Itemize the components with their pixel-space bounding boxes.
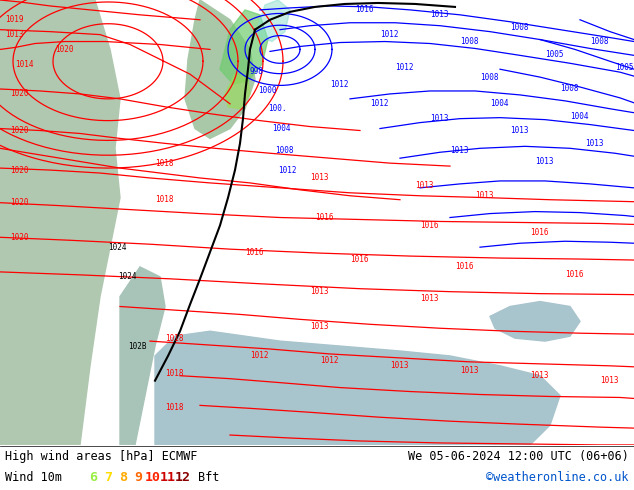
Text: 10: 10 — [145, 471, 161, 484]
Text: 1018: 1018 — [165, 369, 183, 378]
Polygon shape — [255, 0, 290, 42]
Text: 1012: 1012 — [370, 99, 389, 108]
Text: 1013: 1013 — [460, 366, 479, 375]
Text: 9: 9 — [134, 471, 142, 484]
Polygon shape — [120, 267, 165, 445]
Text: 1005: 1005 — [545, 50, 564, 59]
Text: 1020: 1020 — [10, 198, 29, 207]
Text: Bft: Bft — [198, 471, 219, 484]
Text: 1020: 1020 — [10, 166, 29, 174]
Text: 1014: 1014 — [15, 60, 34, 69]
Text: 1000: 1000 — [258, 86, 276, 96]
Text: 1008: 1008 — [275, 146, 294, 155]
Text: 1019: 1019 — [5, 15, 23, 24]
Text: 1008: 1008 — [460, 37, 479, 46]
Text: 7: 7 — [104, 471, 112, 484]
Text: ©weatheronline.co.uk: ©weatheronline.co.uk — [486, 471, 629, 484]
Text: 1013: 1013 — [475, 191, 493, 200]
Text: 1012: 1012 — [320, 356, 339, 366]
Text: 1024: 1024 — [118, 272, 136, 281]
Text: 11: 11 — [160, 471, 176, 484]
Text: 1012: 1012 — [380, 30, 399, 39]
Text: Wind 10m: Wind 10m — [5, 471, 62, 484]
Text: 1020: 1020 — [55, 45, 74, 54]
Polygon shape — [225, 74, 250, 109]
Text: 8: 8 — [119, 471, 127, 484]
Text: 1018: 1018 — [155, 159, 174, 168]
Text: 1013: 1013 — [415, 181, 434, 191]
Text: High wind areas [hPa] ECMWF: High wind areas [hPa] ECMWF — [5, 450, 197, 463]
Text: 12: 12 — [175, 471, 191, 484]
Text: 1013: 1013 — [310, 173, 328, 182]
Text: 6: 6 — [89, 471, 97, 484]
Text: 1013: 1013 — [585, 139, 604, 148]
Text: 1005: 1005 — [615, 63, 633, 72]
Text: 1016: 1016 — [350, 254, 368, 264]
Text: 1016: 1016 — [245, 247, 264, 257]
Text: 1018: 1018 — [165, 334, 183, 343]
Text: 1013: 1013 — [450, 146, 469, 155]
Text: 1013: 1013 — [310, 322, 328, 331]
Text: 1012: 1012 — [330, 79, 349, 89]
Text: 102B: 102B — [128, 342, 146, 350]
Text: We 05-06-2024 12:00 UTC (06+06): We 05-06-2024 12:00 UTC (06+06) — [408, 450, 629, 463]
Text: 1016: 1016 — [565, 270, 583, 279]
Text: 1018: 1018 — [165, 403, 183, 412]
Text: 1008: 1008 — [560, 84, 578, 94]
Text: 1012: 1012 — [278, 166, 297, 174]
Text: 1013: 1013 — [530, 371, 548, 380]
Text: 1018: 1018 — [155, 195, 174, 204]
Text: 1020: 1020 — [10, 90, 29, 98]
Text: 1013: 1013 — [5, 30, 23, 39]
Text: 1012: 1012 — [250, 351, 269, 361]
Text: 1013: 1013 — [535, 157, 553, 166]
Text: 1013: 1013 — [430, 10, 448, 19]
Text: 1013: 1013 — [390, 361, 408, 370]
Text: 1008: 1008 — [510, 23, 529, 32]
Text: 100.: 100. — [268, 104, 287, 113]
Polygon shape — [490, 301, 580, 341]
Text: 1004: 1004 — [490, 99, 508, 108]
Text: 1013: 1013 — [510, 126, 529, 135]
Text: 1016: 1016 — [420, 221, 439, 230]
Text: 1020: 1020 — [10, 126, 29, 135]
Text: 1024: 1024 — [108, 243, 127, 252]
Text: 1004: 1004 — [570, 112, 588, 121]
Text: 1008: 1008 — [590, 37, 609, 46]
Text: 1004: 1004 — [272, 124, 290, 133]
Polygon shape — [0, 0, 120, 445]
Text: 1016: 1016 — [455, 263, 474, 271]
Text: 1020: 1020 — [10, 233, 29, 242]
Text: 1013: 1013 — [310, 287, 328, 296]
Polygon shape — [185, 0, 255, 138]
Text: 998: 998 — [250, 67, 264, 75]
Text: 1013: 1013 — [430, 114, 448, 123]
Text: 1013: 1013 — [600, 376, 619, 385]
Text: 1008: 1008 — [480, 73, 498, 82]
Text: 1012: 1012 — [395, 63, 413, 72]
Text: 1013: 1013 — [420, 294, 439, 303]
Polygon shape — [220, 10, 268, 84]
Polygon shape — [155, 331, 560, 445]
Text: 1016: 1016 — [530, 228, 548, 237]
Text: 1016: 1016 — [355, 5, 373, 14]
Text: 1016: 1016 — [315, 213, 333, 222]
